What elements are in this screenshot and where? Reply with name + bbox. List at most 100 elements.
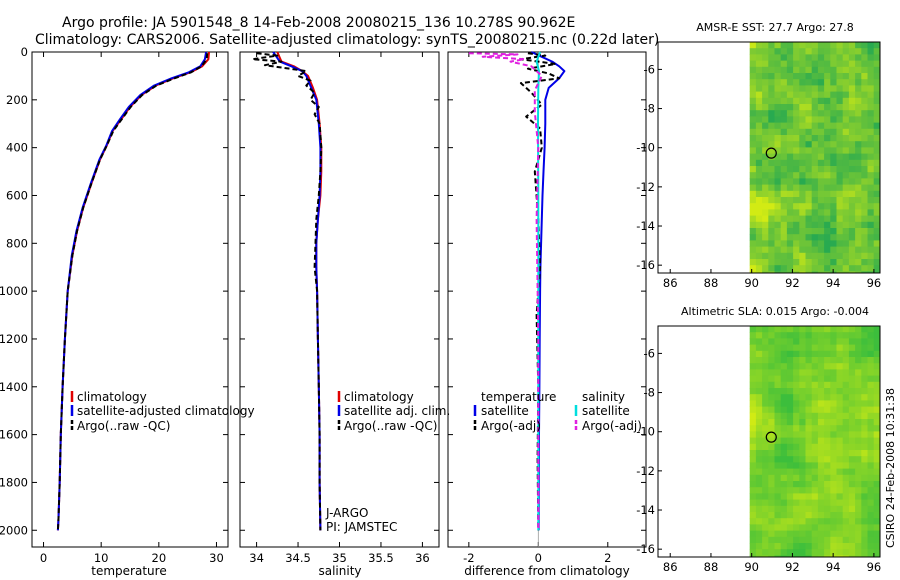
heatmap-cell — [768, 388, 775, 395]
heatmap-cell — [848, 203, 856, 210]
heatmap-cell — [855, 400, 862, 407]
heatmap-cell — [768, 73, 775, 80]
heatmap-cell — [836, 530, 844, 538]
heatmap-cell — [774, 505, 782, 513]
heatmap-cell — [749, 450, 757, 457]
heatmap-cell — [830, 412, 837, 420]
heatmap-cell — [873, 499, 880, 507]
heatmap-cell — [780, 166, 788, 173]
heatmap-cell — [873, 122, 880, 130]
heatmap-cell — [848, 240, 856, 247]
heatmap-cell — [867, 406, 875, 414]
heatmap-cell — [749, 493, 757, 500]
heatmap-cell — [867, 97, 875, 105]
heatmap-cell — [793, 97, 800, 105]
heatmap-cell — [867, 271, 875, 273]
heatmap-cell — [861, 135, 868, 142]
heatmap-cell — [749, 197, 757, 204]
heatmap-cell — [867, 381, 875, 389]
heatmap-cell — [830, 381, 837, 389]
heatmap-cell — [855, 141, 862, 148]
heatmap-cell — [836, 350, 844, 358]
heatmap-cell — [749, 499, 757, 507]
heatmap-cell — [768, 209, 775, 216]
heatmap-cell — [817, 265, 825, 272]
heatmap-cell — [824, 221, 831, 229]
heatmap-cell — [811, 555, 819, 557]
heatmap-cell — [855, 197, 862, 204]
heatmap-cell — [873, 536, 880, 544]
heatmap-cell — [873, 54, 880, 61]
heatmap-cell — [786, 363, 794, 370]
heatmap-cell — [855, 60, 862, 68]
heatmap-cell — [867, 443, 875, 451]
heatmap-cell — [805, 474, 813, 482]
heatmap-cell — [873, 42, 880, 49]
heatmap-cell — [848, 388, 856, 395]
heatmap-cell — [817, 48, 825, 55]
heatmap-cell — [842, 159, 850, 167]
heatmap-cell — [873, 221, 880, 229]
heatmap-cell — [768, 116, 775, 123]
heatmap-cell — [811, 357, 819, 364]
heatmap-cell — [805, 332, 813, 339]
heatmap-cell — [768, 400, 775, 407]
heatmap-cell — [861, 104, 868, 111]
heatmap-cell — [824, 400, 831, 407]
heatmap-cell — [793, 543, 800, 550]
heatmap-cell — [842, 147, 850, 154]
heatmap-cell — [855, 104, 862, 111]
heatmap-cell — [755, 228, 763, 235]
heatmap-cell — [817, 79, 825, 86]
heatmap-cell — [824, 381, 831, 389]
heatmap-cell — [762, 549, 769, 556]
heatmap-cell — [780, 85, 788, 92]
x-tick-label: 90 — [744, 276, 759, 290]
heatmap-cell — [793, 159, 800, 167]
heatmap-cell — [824, 197, 831, 204]
heatmap-cell — [867, 73, 875, 80]
heatmap-cell — [873, 184, 880, 192]
heatmap-cell — [780, 54, 788, 61]
heatmap-cell — [855, 166, 862, 173]
heatmap-cell — [793, 350, 800, 358]
heatmap-cell — [861, 259, 868, 266]
heatmap-cell — [768, 141, 775, 148]
heatmap-cell — [774, 437, 782, 445]
heatmap-cell — [855, 419, 862, 426]
heatmap-cell — [836, 549, 844, 556]
heatmap-cell — [824, 128, 831, 136]
heatmap-cell — [817, 197, 825, 204]
heatmap-cell — [755, 159, 763, 167]
heatmap-cell — [861, 122, 868, 130]
heatmap-cell — [793, 172, 800, 179]
heatmap-cell — [793, 400, 800, 407]
heatmap-cell — [780, 221, 788, 229]
heatmap-cell — [836, 240, 844, 247]
heatmap-cell — [799, 128, 806, 136]
heatmap-cell — [861, 357, 868, 364]
heatmap-cell — [780, 357, 788, 364]
heatmap-cell — [867, 209, 875, 216]
heatmap-cell — [836, 474, 844, 482]
heatmap-cell — [780, 203, 788, 210]
heatmap-cell — [805, 178, 813, 185]
heatmap-cell — [855, 555, 862, 557]
heatmap-cell — [780, 172, 788, 179]
heatmap-cell — [836, 338, 844, 345]
heatmap-cell — [799, 66, 806, 74]
heatmap-cell — [768, 240, 775, 247]
legend-label-satellite: satellite adj. clim. — [344, 404, 450, 418]
heatmap-cell — [774, 468, 782, 476]
heatmap-cell — [848, 369, 856, 376]
heatmap-cell — [780, 363, 788, 370]
heatmap-cell — [755, 443, 763, 451]
heatmap-cell — [861, 369, 868, 376]
heatmap-cell — [830, 431, 837, 438]
heatmap-cell — [805, 54, 813, 61]
heatmap-cell — [786, 265, 794, 272]
heatmap-cell — [799, 209, 806, 216]
heatmap-cell — [836, 178, 844, 185]
heatmap-cell — [755, 97, 763, 105]
heatmap-cell — [861, 48, 868, 55]
